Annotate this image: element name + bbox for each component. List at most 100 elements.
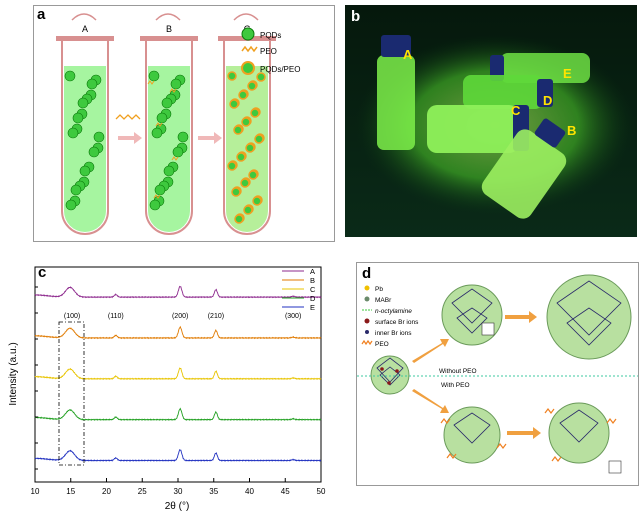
pqd-dot: [149, 199, 161, 211]
tube-label: A: [82, 24, 88, 34]
pqd-dot: [243, 205, 253, 215]
x-tick-label: 40: [245, 487, 254, 496]
pqd-dot: [254, 134, 264, 144]
pqd-dot: [247, 81, 257, 91]
pqd-dot: [252, 196, 262, 206]
pqd-dot: [248, 170, 258, 180]
highlight-box: [58, 321, 85, 466]
passivated-crystal-with-peo: [544, 402, 622, 474]
legend-a-pqds-peo: PQDs/PEO: [260, 65, 300, 74]
arrow-a-to-b: [118, 132, 142, 144]
series-line-b: [34, 325, 322, 340]
series-line-a: [34, 285, 322, 299]
legend-d: Pb MABr n-octylamine surface Br ions inn…: [361, 285, 419, 348]
vial-label-a: A: [403, 47, 413, 62]
tube-label: B: [166, 24, 172, 34]
without-peo-label: Without PEO: [439, 368, 477, 375]
vial-a: A: [377, 35, 415, 150]
pqd-dot: [227, 71, 237, 81]
peak-label: (300): [285, 313, 301, 320]
pqd-dot: [154, 184, 166, 196]
pqd-dot: [227, 161, 237, 171]
legend-label-e: E: [310, 303, 315, 312]
arrows-d: [412, 311, 541, 439]
pqd-dot: [231, 187, 241, 197]
pqd-dot: [79, 165, 91, 177]
panel-d-label: d: [362, 265, 371, 282]
legend-label-d: D: [310, 294, 316, 303]
panel-a-label: a: [37, 6, 46, 23]
pqd-dot: [250, 108, 260, 118]
pqd-dot: [172, 146, 184, 158]
pqd-dot: [240, 178, 250, 188]
pqd-dot: [151, 127, 163, 139]
x-tick-label: 50: [317, 487, 326, 496]
x-tick-label: 30: [174, 487, 183, 496]
tube-a: A: [56, 13, 114, 235]
legend-d-peo: PEO: [375, 341, 389, 348]
arrow-b-to-c: [198, 132, 222, 144]
vial-b: B: [481, 118, 576, 219]
tube-illustration: ABC PQDs PEO PQDs/PEO: [56, 13, 300, 235]
x-tick-label: 15: [66, 487, 75, 496]
y-axis-label: Intensity (a.u.): [8, 342, 19, 405]
x-tick-label: 45: [281, 487, 290, 496]
vial-d: D: [463, 75, 553, 109]
peak-label: (110): [108, 313, 124, 320]
pqd-dot: [156, 112, 168, 124]
x-tick-label: 25: [138, 487, 147, 496]
vial-label-d: D: [543, 93, 552, 108]
legend-d-surface-br: surface Br ions: [375, 319, 419, 326]
tube-b: B: [140, 13, 198, 235]
x-axis-label: 2θ (°): [165, 501, 190, 512]
panel-d: d Pb MABr n-octylamine surface Br ions i…: [356, 262, 639, 486]
pqd-dot: [170, 78, 182, 90]
vial-label-b: B: [567, 123, 576, 138]
pqd-dot: [177, 131, 189, 143]
series-line-c: [34, 367, 322, 381]
legend-d-inner-br: inner Br ions: [375, 330, 412, 337]
pqd-dot: [86, 78, 98, 90]
panel-b: A E D C B b: [345, 5, 637, 237]
large-crystal-without-peo: [546, 274, 632, 360]
panel-a: a ABC PQDs PEO PQDs/PEO: [33, 5, 335, 242]
pqd-dot: [65, 199, 77, 211]
pqd-dot: [93, 131, 105, 143]
legend-label-c: C: [310, 285, 316, 294]
initial-nanocrystal: [370, 355, 410, 395]
pqd-dot: [245, 143, 255, 153]
legend-a: PQDs PEO PQDs/PEO: [241, 27, 300, 75]
legend-d-octylamine: n-octylamine: [375, 308, 412, 315]
legend-a-pqds: PQDs: [260, 31, 281, 40]
pqd-dot: [229, 99, 239, 109]
series-line-e: [34, 448, 322, 462]
mechanism-schematic: d Pb MABr n-octylamine surface Br ions i…: [357, 265, 638, 474]
pqd-dot: [163, 165, 175, 177]
pqd-dot: [64, 70, 76, 82]
vial-label-c: C: [511, 103, 521, 118]
panel-b-label: b: [351, 8, 360, 25]
peak-label: (200): [172, 313, 188, 320]
with-peo-label: With PEO: [441, 382, 470, 389]
pqd-dot: [256, 72, 266, 82]
x-tick-label: 20: [102, 487, 111, 496]
series-line-d: [34, 407, 322, 421]
x-tick-label: 10: [31, 487, 40, 496]
pqd-dot: [70, 184, 82, 196]
vials-photo: A E D C B b: [345, 5, 637, 237]
pqd-dot: [67, 127, 79, 139]
vial-label-e: E: [563, 66, 572, 81]
peak-label: (100): [64, 313, 80, 320]
pqd-dot: [148, 70, 160, 82]
legend-d-mabr: MABr: [375, 297, 392, 304]
legend-label-a: A: [310, 267, 315, 276]
pqd-dot: [77, 97, 89, 109]
pqd-dot: [236, 152, 246, 162]
pqd-dot: [161, 97, 173, 109]
pqd-dot: [72, 112, 84, 124]
pqd-dot: [241, 117, 251, 127]
panel-c: c 10 15 20 25 30 35 40 45 50 (100) (110) (200) (210…: [0, 262, 330, 515]
pqd-dot: [233, 125, 243, 135]
legend-d-pb: Pb: [375, 286, 383, 293]
peo-squiggle: [115, 114, 141, 120]
